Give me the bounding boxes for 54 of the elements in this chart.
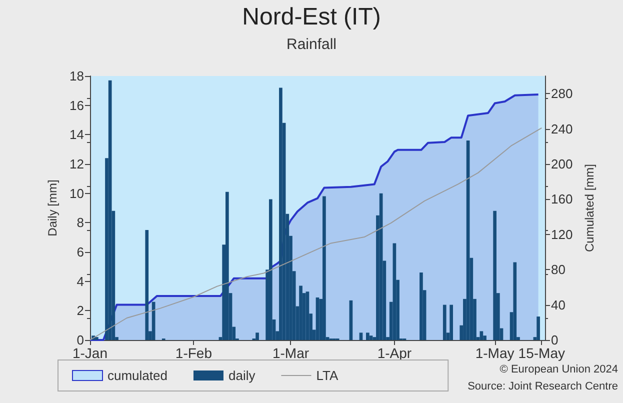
y-tick-label: 12 — [70, 156, 84, 172]
y-axis-title: Daily [mm] — [46, 180, 60, 236]
chart-title: Nord-Est (IT) — [242, 4, 381, 30]
bar — [279, 88, 282, 340]
bar — [95, 337, 98, 340]
y-tick-label: 0 — [76, 332, 84, 348]
bar — [268, 199, 272, 340]
y2-tick-label: 200 — [551, 156, 573, 172]
y2-tick-label: 0 — [551, 332, 558, 348]
bar — [322, 196, 326, 340]
y2-axis-title: Cumulated [mm] — [582, 164, 597, 252]
bar — [299, 286, 302, 340]
y2-tick-label: 240 — [551, 121, 573, 136]
bar — [316, 297, 320, 340]
bar — [450, 304, 453, 340]
legend-label: LTA — [316, 368, 338, 383]
y-tick-label: 4 — [76, 274, 84, 289]
y2-tick-label: 280 — [551, 86, 573, 102]
y-tick-label: 16 — [70, 98, 84, 113]
bar — [420, 272, 423, 340]
bar — [366, 332, 370, 340]
x-tick-label: 1-May — [475, 345, 514, 361]
source-note: Source: Joint Research Centre — [468, 380, 618, 392]
y-tick-label: 6 — [76, 244, 84, 260]
text: © European Union 2024 — [500, 364, 618, 376]
legend-label: cumulated — [108, 368, 168, 383]
y-tick-label: 8 — [76, 215, 84, 230]
bar — [256, 332, 259, 340]
bar — [536, 316, 540, 340]
bar — [225, 192, 229, 340]
x-tick-label: 1-Jan — [72, 345, 108, 361]
y-tick-label: 2 — [76, 303, 84, 318]
y-tick-label: 18 — [70, 68, 84, 84]
y2-tick-label: 40 — [551, 297, 566, 312]
bar — [493, 210, 496, 340]
y2-tick-label: 160 — [551, 192, 573, 207]
bar — [369, 336, 373, 340]
y2-tick-label: 120 — [551, 226, 573, 242]
legend-label: daily — [228, 368, 256, 383]
bar — [359, 332, 363, 340]
x-tick-label: 1-Apr — [377, 345, 412, 361]
bar — [480, 331, 484, 340]
bar — [306, 292, 310, 340]
bar — [145, 230, 149, 340]
y-tick-label: 10 — [70, 186, 84, 201]
bar — [392, 243, 396, 340]
bar — [513, 262, 517, 340]
y-tick-label: 14 — [70, 127, 84, 142]
bar — [442, 304, 446, 340]
x-tick-label: 1-Mar — [272, 345, 310, 361]
y2-tick-label: 80 — [551, 262, 566, 278]
x-tick-label: 15-May — [518, 345, 565, 361]
chart-subtitle: Rainfall — [286, 36, 337, 53]
x-tick-label: 1-Feb — [175, 345, 212, 361]
